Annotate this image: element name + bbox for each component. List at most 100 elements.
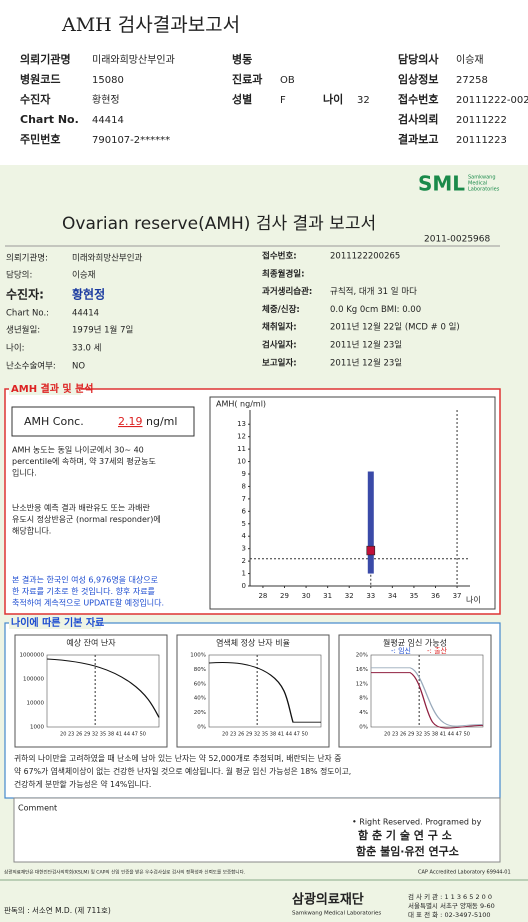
y-tick-label: 10 [237,458,246,466]
credit-line: • Right Reserved. Programed by [352,818,482,827]
field-label: 채취일자: [262,322,297,333]
summary-line: 귀하의 나이만을 고려하였을 때 난소에 남아 있는 난자는 약 52,000개… [14,753,341,763]
y-tick-label: 3 [242,545,246,553]
mini-y-tick-label: 4% [359,710,368,716]
logo: SML [418,172,465,196]
field-label: 난소수술여부: [6,361,56,372]
field-label: 생년월일: [6,325,40,336]
mini-x-tick-labels: 20 23 26 29 32 35 38 41 44 47 50 [60,732,146,738]
field-label: Chart No.: [6,309,49,319]
heading-bg [9,617,101,629]
field-value: 2011122200265 [330,252,400,262]
mini-y-tick-label: 1000 [30,725,44,731]
field-label: 의뢰기관명: [6,253,48,264]
curve [208,662,322,723]
mini-y-tick-label: 8% [359,696,368,702]
comment-box [13,797,501,863]
field-value: 44414 [92,115,124,126]
x-tick-label: 36 [431,592,440,600]
mini-chart-title: 월평균 임신 가능성 [383,638,447,648]
field-label: 결과보고 [398,132,438,146]
x-tick-label: 31 [323,592,332,600]
amh-chart-frame [209,396,496,610]
section-heading: AMH 결과 및 분석 [11,382,94,395]
field-value: 20111222-0020 [456,95,528,106]
field-value: 황현정 [72,287,105,302]
curve-birth [371,672,484,729]
field-label: 병동 [232,52,252,66]
summary-line: 약 67%가 염색체이상이 없는 건강한 난자일 것으로 예상됩니다. 월 평균… [14,766,351,776]
conc-unit: ng/ml [146,415,177,428]
y-tick-label: 6 [242,507,247,515]
y-tick-label: 7 [242,495,246,503]
field-value: 이승재 [456,54,484,66]
x-tick-label: 37 [453,592,462,600]
paragraph-line: 입니다. [12,468,37,478]
conc-box [11,406,195,437]
x-tick-label: 32 [345,592,354,600]
mini-plot [208,654,322,728]
footer-contact: 대 표 전 화 : 02-3497-5100 [408,910,491,919]
field-value: 27258 [456,75,488,86]
summary-line: 건강하게 분만할 가능성은 약 14%입니다. [14,779,151,789]
mini-plot [370,654,484,728]
paragraph-line: 해당합니다. [12,526,51,536]
field-label: 보고일자: [262,357,297,368]
footer-contact: 서울특별시 서초구 양재동 9-60 [408,901,495,910]
field-label: 임상정보 [398,72,438,86]
curve [371,667,484,727]
conc-label: AMH Conc. [24,415,84,428]
mini-y-tick-label: 40% [194,696,206,702]
paragraph-line: 축적하여 계속적으로 UPDATE할 예정입니다. [12,598,164,608]
field-label: Chart No. [20,113,79,126]
field-label: 수진자 [20,92,51,106]
field-value: 미래와희망산부인과 [92,54,175,66]
field-label: 과거생리습관: [262,286,312,297]
mini-x-tick-labels: 20 23 26 29 32 35 38 41 44 47 50 [222,732,308,738]
paragraph-line: 한 자료를 기초로 한 것입니다. 향후 자료를 [12,586,155,596]
paragraph-line: 유도시 정상반응군 (normal responder)에 [12,514,161,524]
x-tick-label: 28 [258,592,267,600]
footer-org: 삼광의료재단 [292,892,364,908]
x-tick-label: 35 [409,592,418,600]
report-title: Ovarian reserve(AMH) 검사 결과 보고서 [62,214,376,234]
field-value: 32 [357,95,370,106]
field-value: 790107-2****** [92,135,170,146]
y-tick-label: 1 [242,570,246,578]
mini-x-tick-labels: 20 23 26 29 32 35 38 41 44 47 50 [384,732,470,738]
field-value: 20111222 [456,115,507,126]
legend-entry: -: 출산 [427,646,448,655]
y-tick-label: 12 [237,433,246,441]
mini-plot [46,654,160,728]
paragraph-line: 난소반응 예측 결과 배란유도 또는 과배란 [12,503,150,513]
y-tick-label: 2 [242,557,246,565]
y-axis-label: AMH( ng/ml) [216,400,266,409]
mini-y-tick-label: 80% [194,667,206,673]
field-label: 나이 [323,92,343,106]
y-tick-label: 4 [242,532,247,540]
legend-entry: -: 임신 [391,646,411,655]
heading-bg [9,383,81,395]
field-label: 담당의: [6,270,32,281]
field-label: 병원코드 [20,72,60,86]
y-tick-label: 13 [237,420,246,428]
field-label: 최종월경일: [262,268,305,279]
x-tick-label: 30 [302,592,311,600]
conc-value: 2.19 [118,415,143,428]
mini-chart-title: 예상 잔여 난자 [66,638,116,648]
field-value: 미래와희망산부인과 [72,253,143,264]
y-tick-label: 11 [237,445,246,453]
y-tick-label: 8 [242,482,246,490]
footer-contact: 검 사 키 관 : 1 1 3 6 5 2 0 0 [408,892,492,901]
mini-y-tick-label: 0% [359,725,368,731]
field-label: 진료과 [232,72,262,86]
field-label: 검사일자: [262,340,297,351]
footer-doctor: 판독의 : 서소연 M.D. (제 711호) [4,905,111,915]
footer-cap: CAP Accredited Laboratory 69944-01 [418,870,511,876]
paragraph-line: percentile에 속하며, 약 37세의 평균농도 [12,456,156,466]
field-label: 체중/신장: [262,304,300,315]
field-label: 의뢰기관명 [20,52,71,66]
field-label: 나이: [6,343,25,354]
field-value: 황현정 [92,94,120,106]
